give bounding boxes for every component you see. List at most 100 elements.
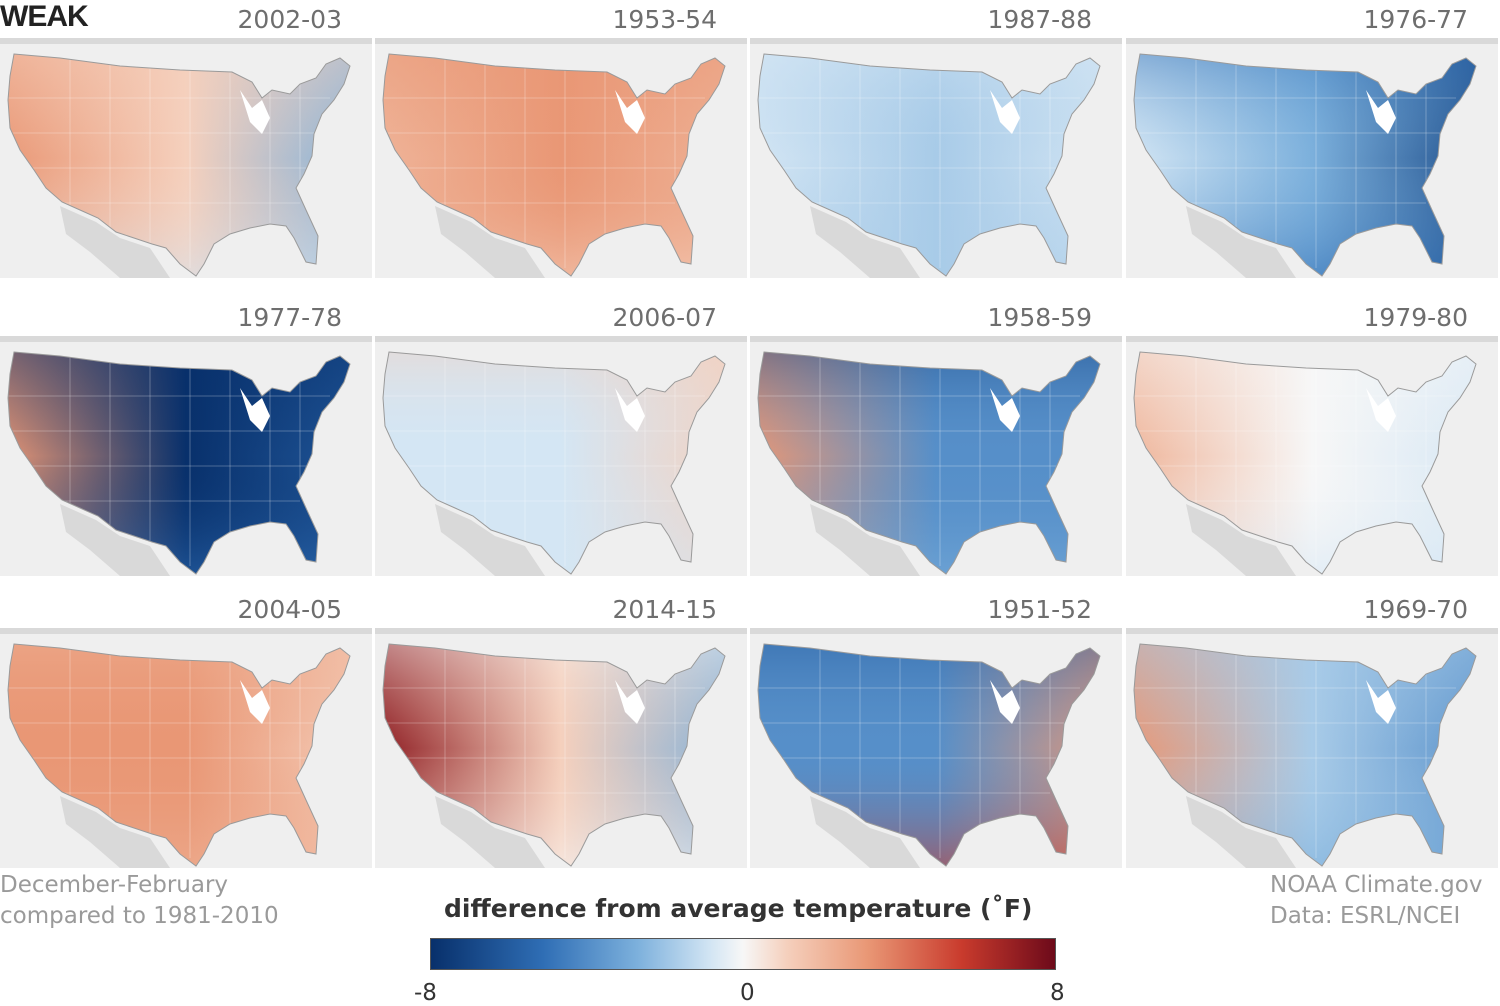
mexico-land	[810, 796, 920, 868]
panel-year-label: 1958-59	[987, 303, 1092, 332]
legend-tick-max: 8	[1050, 980, 1065, 1006]
mexico-land	[810, 206, 920, 278]
canada-land	[750, 628, 1122, 634]
us-temperature-map	[0, 38, 372, 278]
us-outline	[1133, 53, 1477, 277]
mexico-land	[1186, 796, 1296, 868]
mexico-land	[435, 796, 545, 868]
map-panel-1976-77: 1976-77	[1126, 0, 1498, 278]
canada-land	[375, 38, 747, 44]
map-panel-2004-05: 2004-05	[0, 590, 372, 868]
us-outline	[7, 643, 351, 867]
mexico-land	[60, 504, 170, 576]
state-lines	[758, 648, 1080, 858]
state-lines	[1134, 356, 1456, 566]
great-lakes	[615, 680, 645, 724]
canada-land	[1126, 38, 1498, 44]
us-outline	[382, 643, 726, 867]
footer-period: December-February	[0, 872, 229, 898]
legend-tick-zero: 0	[740, 980, 755, 1006]
panel-year-label: 1987-88	[987, 5, 1092, 34]
map-panel-1979-80: 1979-80	[1126, 298, 1498, 576]
mexico-land	[1186, 206, 1296, 278]
map-panel-2006-07: 2006-07	[375, 298, 747, 576]
great-lakes	[615, 388, 645, 432]
us-outline	[757, 351, 1101, 575]
footer-credits: NOAA Climate.gov Data: ESRL/NCEI	[1270, 870, 1482, 932]
mexico-land	[1186, 504, 1296, 576]
map-panel-1951-52: 1951-52	[750, 590, 1122, 868]
state-lines	[8, 58, 330, 268]
map-panel-1953-54: 1953-54	[375, 0, 747, 278]
panel-year-label: 2014-15	[612, 595, 717, 624]
state-lines	[383, 648, 705, 858]
state-lines	[1134, 648, 1456, 858]
map-panel-1977-78: 1977-78	[0, 298, 372, 576]
us-outline	[382, 351, 726, 575]
canada-land	[750, 38, 1122, 44]
panel-group-heading: WEAK	[0, 0, 89, 33]
state-lines	[8, 648, 330, 858]
us-outline	[382, 53, 726, 277]
color-scale-bar	[430, 938, 1056, 970]
mexico-land	[60, 206, 170, 278]
map-panel-1958-59: 1958-59	[750, 298, 1122, 576]
panel-year-label: 1953-54	[612, 5, 717, 34]
panel-year-label: 1977-78	[237, 303, 342, 332]
canada-land	[0, 628, 372, 634]
canada-land	[1126, 628, 1498, 634]
panel-year-label: 2002-03	[237, 5, 342, 34]
us-temperature-map	[375, 628, 747, 868]
canada-land	[0, 336, 372, 342]
us-outline	[1133, 351, 1477, 575]
us-temperature-map	[375, 38, 747, 278]
great-lakes	[240, 90, 270, 134]
panel-year-label: 2006-07	[612, 303, 717, 332]
mexico-land	[810, 504, 920, 576]
panel-year-label: 1951-52	[987, 595, 1092, 624]
us-outline	[7, 351, 351, 575]
footer-period-note: December-February compared to 1981-2010	[0, 870, 279, 932]
panel-year-label: 1979-80	[1363, 303, 1468, 332]
state-lines	[383, 58, 705, 268]
canada-land	[375, 336, 747, 342]
us-temperature-map	[375, 336, 747, 576]
great-lakes	[1366, 388, 1396, 432]
map-panel-1987-88: 1987-88	[750, 0, 1122, 278]
map-panel-2002-03: 2002-03	[0, 0, 372, 278]
us-temperature-map	[0, 336, 372, 576]
great-lakes	[615, 90, 645, 134]
canada-land	[0, 38, 372, 44]
footer-data: Data: ESRL/NCEI	[1270, 903, 1461, 929]
legend-title: difference from average temperature (˚F)	[444, 894, 1033, 923]
footer-source: NOAA Climate.gov	[1270, 872, 1483, 898]
great-lakes	[240, 680, 270, 724]
us-outline	[1133, 643, 1477, 867]
mexico-land	[60, 796, 170, 868]
mexico-land	[435, 206, 545, 278]
panel-year-label: 1976-77	[1363, 5, 1468, 34]
us-temperature-map	[1126, 628, 1498, 868]
us-temperature-map	[0, 628, 372, 868]
great-lakes	[240, 388, 270, 432]
great-lakes	[990, 90, 1020, 134]
canada-land	[1126, 336, 1498, 342]
us-temperature-map	[750, 628, 1122, 868]
state-lines	[8, 356, 330, 566]
us-outline	[7, 53, 351, 277]
us-temperature-map	[750, 38, 1122, 278]
map-panel-2014-15: 2014-15	[375, 590, 747, 868]
panel-year-label: 2004-05	[237, 595, 342, 624]
state-lines	[758, 356, 1080, 566]
footer-baseline: compared to 1981-2010	[0, 903, 279, 929]
state-lines	[758, 58, 1080, 268]
mexico-land	[435, 504, 545, 576]
us-outline	[757, 643, 1101, 867]
great-lakes	[990, 388, 1020, 432]
us-temperature-map	[750, 336, 1122, 576]
legend-tick-min: -8	[414, 980, 437, 1006]
state-lines	[383, 356, 705, 566]
great-lakes	[1366, 680, 1396, 724]
us-temperature-map	[1126, 336, 1498, 576]
canada-land	[375, 628, 747, 634]
